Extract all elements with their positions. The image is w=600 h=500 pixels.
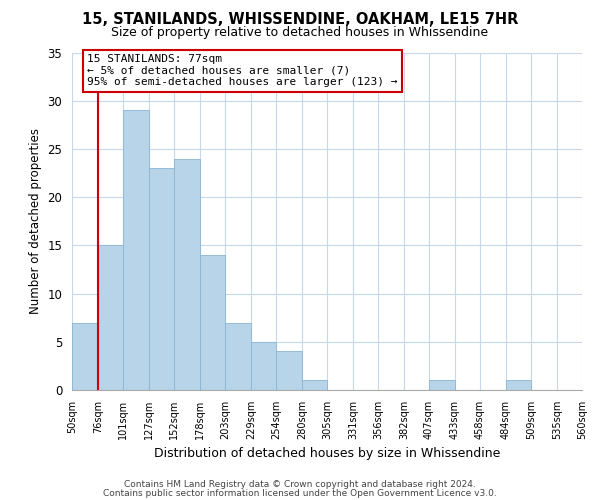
Y-axis label: Number of detached properties: Number of detached properties bbox=[29, 128, 42, 314]
Text: Contains HM Land Registry data © Crown copyright and database right 2024.: Contains HM Land Registry data © Crown c… bbox=[124, 480, 476, 489]
Bar bbox=[429, 380, 455, 390]
Bar bbox=[174, 158, 200, 390]
X-axis label: Distribution of detached houses by size in Whissendine: Distribution of detached houses by size … bbox=[154, 448, 500, 460]
Bar bbox=[582, 380, 600, 390]
Text: 15, STANILANDS, WHISSENDINE, OAKHAM, LE15 7HR: 15, STANILANDS, WHISSENDINE, OAKHAM, LE1… bbox=[82, 12, 518, 28]
Bar bbox=[200, 255, 225, 390]
Bar bbox=[506, 380, 531, 390]
Bar bbox=[302, 380, 327, 390]
Bar bbox=[251, 342, 276, 390]
Text: 15 STANILANDS: 77sqm
← 5% of detached houses are smaller (7)
95% of semi-detache: 15 STANILANDS: 77sqm ← 5% of detached ho… bbox=[88, 54, 398, 88]
Bar bbox=[149, 168, 174, 390]
Text: Size of property relative to detached houses in Whissendine: Size of property relative to detached ho… bbox=[112, 26, 488, 39]
Bar bbox=[225, 322, 251, 390]
Bar bbox=[98, 246, 123, 390]
Bar bbox=[72, 322, 98, 390]
Bar bbox=[276, 352, 302, 390]
Bar bbox=[123, 110, 149, 390]
Text: Contains public sector information licensed under the Open Government Licence v3: Contains public sector information licen… bbox=[103, 488, 497, 498]
